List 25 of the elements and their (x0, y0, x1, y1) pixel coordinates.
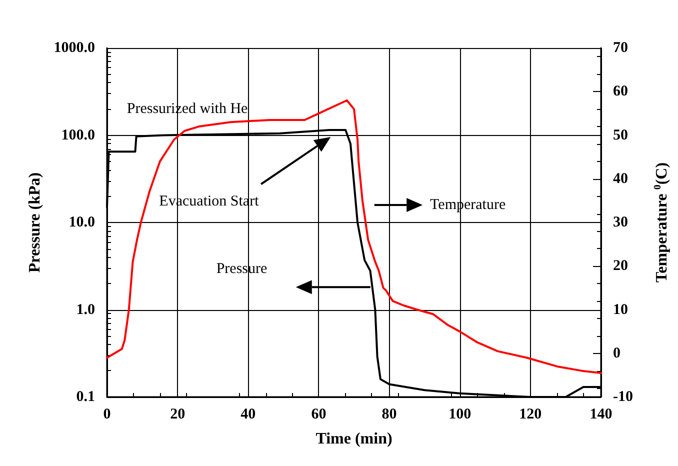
y2-tick-label: 60 (613, 84, 628, 100)
y2-tick-label: 40 (613, 170, 628, 187)
x-tick-label: 120 (519, 406, 542, 422)
x-tick-label: 0 (103, 406, 111, 422)
y2-tick-label: 50 (613, 127, 628, 144)
y2-tick-label: 20 (613, 258, 628, 274)
y-tick-label: 100.0 (61, 127, 95, 144)
x-axis-title: Time (min) (316, 430, 392, 448)
x-tick-label: 100 (448, 406, 472, 422)
y-axis-title: Pressure (kPa) (26, 172, 44, 273)
y-tick-label: 1.0 (76, 302, 95, 318)
x-tick-label: 40 (240, 406, 256, 422)
x-tick-label: 20 (170, 406, 186, 422)
y2-tick-label: 30 (613, 214, 628, 230)
x-tick-label: 140 (590, 406, 612, 422)
x-tick-label: 60 (311, 406, 326, 422)
y2-tick-label: 70 (613, 40, 628, 56)
y2-tick-label: 10 (613, 302, 628, 318)
x-tick-label: 80 (382, 406, 397, 422)
y-tick-label: 10.0 (68, 214, 95, 230)
y-tick-label: 0.1 (76, 389, 95, 405)
y-tick-label: 1000.0 (54, 40, 95, 56)
y2-tick-label: -10 (613, 389, 633, 405)
y2-axis-title: Temperature 0(C) (652, 162, 670, 283)
y2-tick-label: 0 (613, 345, 620, 362)
